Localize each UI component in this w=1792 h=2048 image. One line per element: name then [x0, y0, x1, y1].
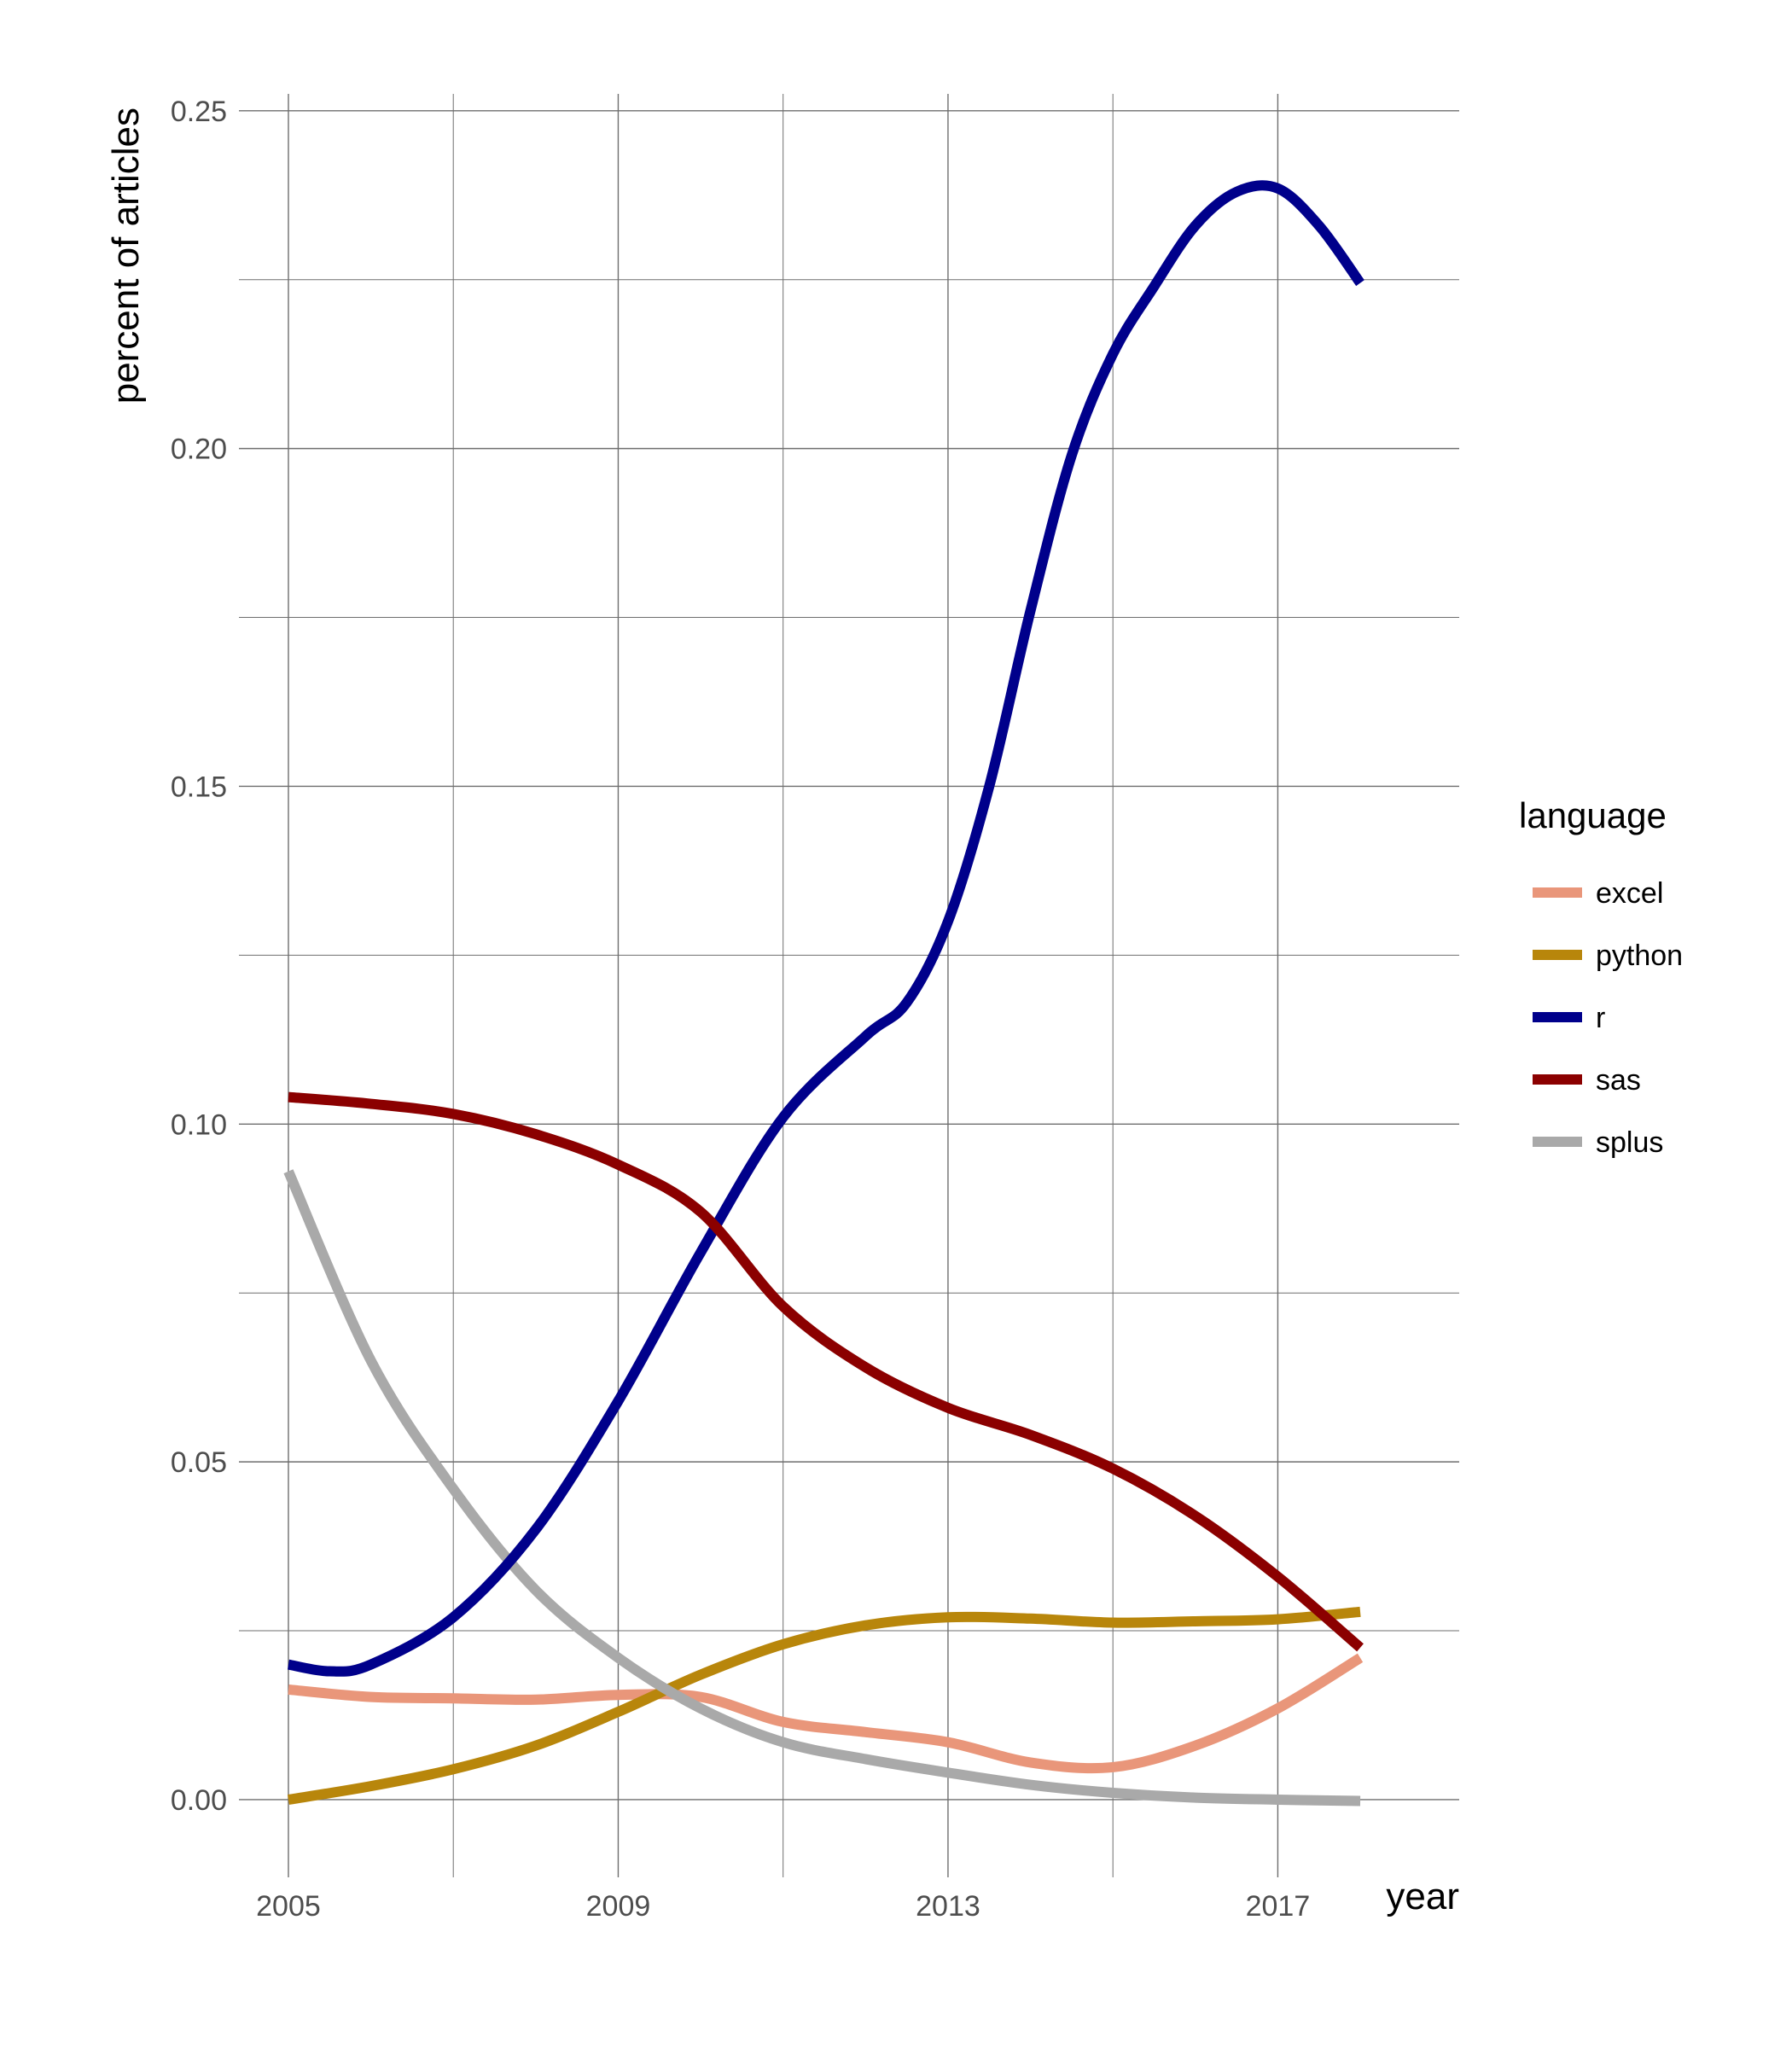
series-lines	[283, 180, 1364, 1807]
x-axis-title: year	[1386, 1876, 1459, 1917]
series-line-excel	[288, 1653, 1364, 1774]
legend: language excel python r sas splus	[1519, 795, 1683, 1159]
y-tick-label-4: 0.20	[171, 433, 227, 466]
legend-label-sas: sas	[1596, 1064, 1641, 1097]
legend-items: excel python r sas splus	[1533, 877, 1683, 1159]
legend-label-splus: splus	[1596, 1126, 1663, 1159]
legend-label-python: python	[1596, 940, 1683, 972]
series-line-splus	[283, 1169, 1361, 1807]
x-tick-label-3: 2017	[1246, 1890, 1311, 1923]
gridlines	[239, 94, 1459, 1877]
series-line-r	[287, 180, 1364, 1677]
x-tick-label-1: 2009	[586, 1890, 651, 1923]
legend-label-r: r	[1596, 1002, 1605, 1034]
x-axis-tick-labels: 2005 2009 2013 2017	[256, 1890, 1310, 1923]
legend-label-excel: excel	[1596, 877, 1663, 910]
series-line-sas	[288, 1091, 1364, 1652]
y-tick-label-3: 0.15	[171, 771, 227, 803]
series-line-python	[287, 1606, 1361, 1805]
x-tick-label-0: 2005	[256, 1890, 321, 1923]
y-tick-label-0: 0.00	[171, 1784, 227, 1817]
y-tick-label-5: 0.25	[171, 96, 227, 128]
y-axis-title: percent of articles	[105, 108, 147, 404]
y-tick-label-1: 0.05	[171, 1446, 227, 1479]
y-tick-label-2: 0.10	[171, 1108, 227, 1141]
y-axis-tick-labels: 0.00 0.05 0.10 0.15 0.20 0.25	[171, 96, 227, 1817]
x-tick-label-2: 2013	[916, 1890, 980, 1923]
legend-title: language	[1519, 795, 1667, 835]
